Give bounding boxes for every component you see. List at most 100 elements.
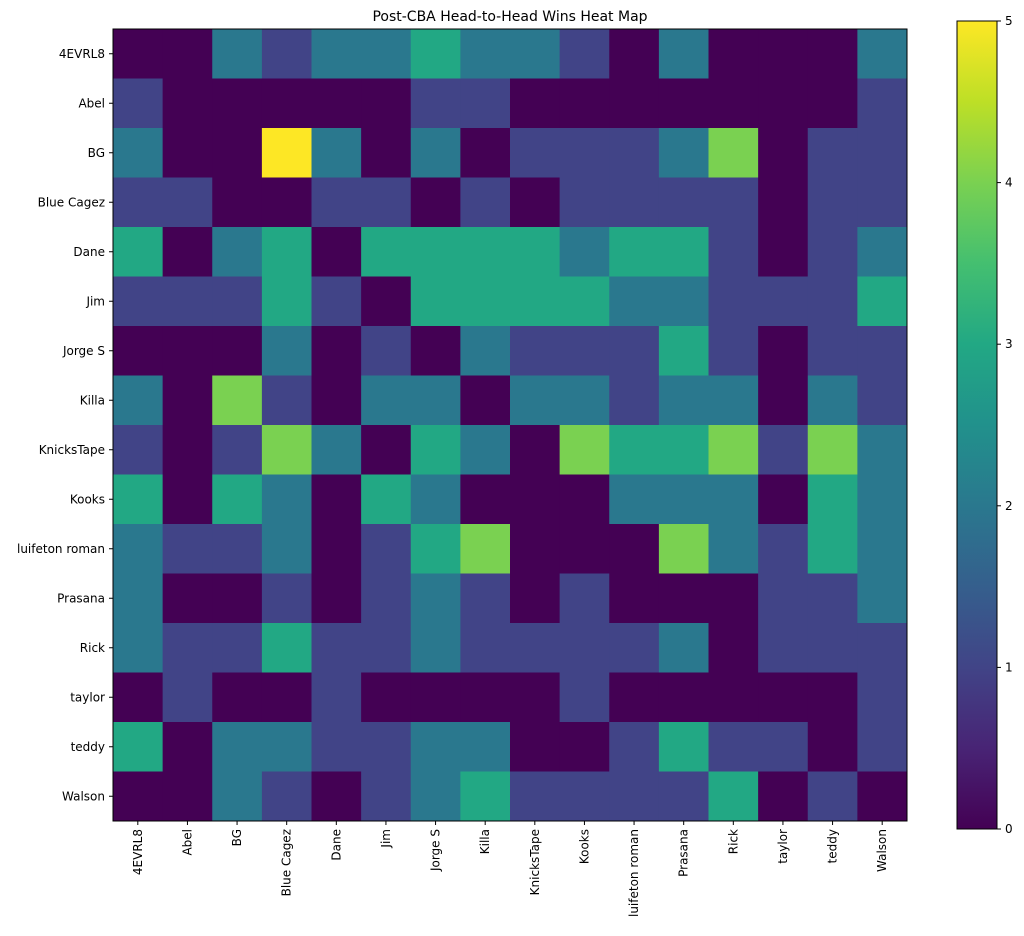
x-tick-label: Abel [180, 829, 194, 856]
heatmap-cell [410, 771, 461, 822]
heatmap-cell [460, 524, 511, 574]
heatmap-cell [708, 573, 759, 624]
heatmap-cell [311, 227, 362, 277]
heatmap-cell [460, 425, 511, 475]
heatmap-cell [758, 474, 809, 525]
heatmap-cell [708, 375, 759, 426]
colorbar-tick-label: 5 [1005, 14, 1013, 28]
heatmap-cell [658, 177, 710, 228]
y-tick-label: 4EVRL8 [59, 47, 105, 61]
heatmap-cell [708, 722, 759, 772]
heatmap-cell [212, 722, 263, 772]
x-tick-label: teddy [826, 829, 840, 863]
heatmap-cell [261, 177, 313, 228]
heatmap-cell [758, 623, 809, 673]
heatmap-cell [658, 573, 710, 624]
heatmap-cell [361, 375, 412, 426]
heatmap-cell [261, 573, 313, 624]
x-axis-ticks: 4EVRL8 Abel BG Blue Cagez Dane Jim Jorge S Kill… [131, 821, 889, 917]
heatmap-cell [559, 177, 610, 228]
heatmap-cell [857, 474, 908, 525]
heatmap-cell [261, 771, 313, 822]
heatmap-cell [261, 474, 313, 525]
heatmap-cell [361, 177, 412, 228]
heatmap-cell [261, 623, 313, 673]
heatmap-cell [807, 128, 858, 178]
heatmap-cell [460, 722, 511, 772]
heatmap-cell [807, 29, 858, 79]
heatmap-cell [311, 722, 362, 772]
heatmap-cell [708, 29, 759, 79]
heatmap-cell [807, 474, 858, 525]
heatmap-cell [857, 78, 908, 129]
heatmap-cell [113, 672, 164, 723]
heatmap-cell [361, 128, 412, 178]
chart-title: Post-CBA Head-to-Head Wins Heat Map [372, 9, 647, 25]
colorbar-ticks: 0 1 2 3 4 5 [997, 14, 1013, 836]
heatmap-cell [261, 722, 313, 772]
heatmap-cell [510, 177, 561, 228]
heatmap-cell [510, 227, 561, 277]
heatmap-cell [162, 375, 213, 426]
heatmap-cell [857, 276, 908, 327]
heatmap-cell [857, 425, 908, 475]
heatmap-cell [807, 672, 858, 723]
heatmap-cell [261, 78, 313, 129]
heatmap-cell [311, 29, 362, 79]
heatmap-cell [758, 425, 809, 475]
heatmap-cell [708, 177, 759, 228]
heatmap-cell [758, 573, 809, 624]
heatmap-cell [113, 623, 164, 673]
heatmap-cell [609, 524, 660, 574]
y-tick-label: Dane [73, 245, 105, 259]
plot-frame [112, 28, 908, 822]
heatmap-cell [261, 672, 313, 723]
heatmap-cell [261, 425, 313, 475]
heatmap-cell [410, 623, 461, 673]
heatmap-cell [609, 672, 660, 723]
heatmap-cell [410, 722, 461, 772]
heatmap-cell [510, 78, 561, 129]
heatmap-cell [361, 276, 412, 327]
heatmap-cell [559, 29, 610, 79]
heatmap-cell [460, 128, 511, 178]
heatmap-cell [708, 276, 759, 327]
heatmap-cell [361, 573, 412, 624]
heatmap-cell [658, 722, 710, 772]
heatmap-cell [807, 276, 858, 327]
x-tick-label: Jim [379, 829, 393, 849]
heatmap-cell [510, 326, 561, 376]
heatmap-cell [361, 227, 412, 277]
heatmap-cell [162, 524, 213, 574]
heatmap-cell [361, 78, 412, 129]
colorbar-tick-label: 1 [1005, 660, 1013, 674]
heatmap-cell [113, 425, 164, 475]
heatmap-cell [212, 326, 263, 376]
heatmap-cell [559, 276, 610, 327]
heatmap-cell [460, 29, 511, 79]
heatmap-cell [658, 771, 710, 822]
heatmap-cell [510, 128, 561, 178]
heatmap-cell [857, 573, 908, 624]
x-tick-label: Kooks [577, 829, 591, 864]
x-tick-label: Walson [875, 829, 889, 872]
heatmap-cell [162, 474, 213, 525]
heatmap-cell [361, 524, 412, 574]
heatmap-cell [609, 474, 660, 525]
x-tick-label: 4EVRL8 [131, 829, 145, 875]
heatmap-cell [261, 276, 313, 327]
heatmap-cell [162, 276, 213, 327]
heatmap-cell [708, 474, 759, 525]
y-tick-label: taylor [70, 690, 105, 704]
heatmap-cell [807, 524, 858, 574]
heatmap-cell [807, 227, 858, 277]
heatmap-cell [609, 227, 660, 277]
heatmap-cell [162, 29, 213, 79]
heatmap-cell [311, 524, 362, 574]
heatmap-cell [311, 276, 362, 327]
heatmap-cell [758, 276, 809, 327]
heatmap-cell [758, 29, 809, 79]
y-tick-label: Rick [80, 641, 105, 655]
heatmap-cell [410, 326, 461, 376]
